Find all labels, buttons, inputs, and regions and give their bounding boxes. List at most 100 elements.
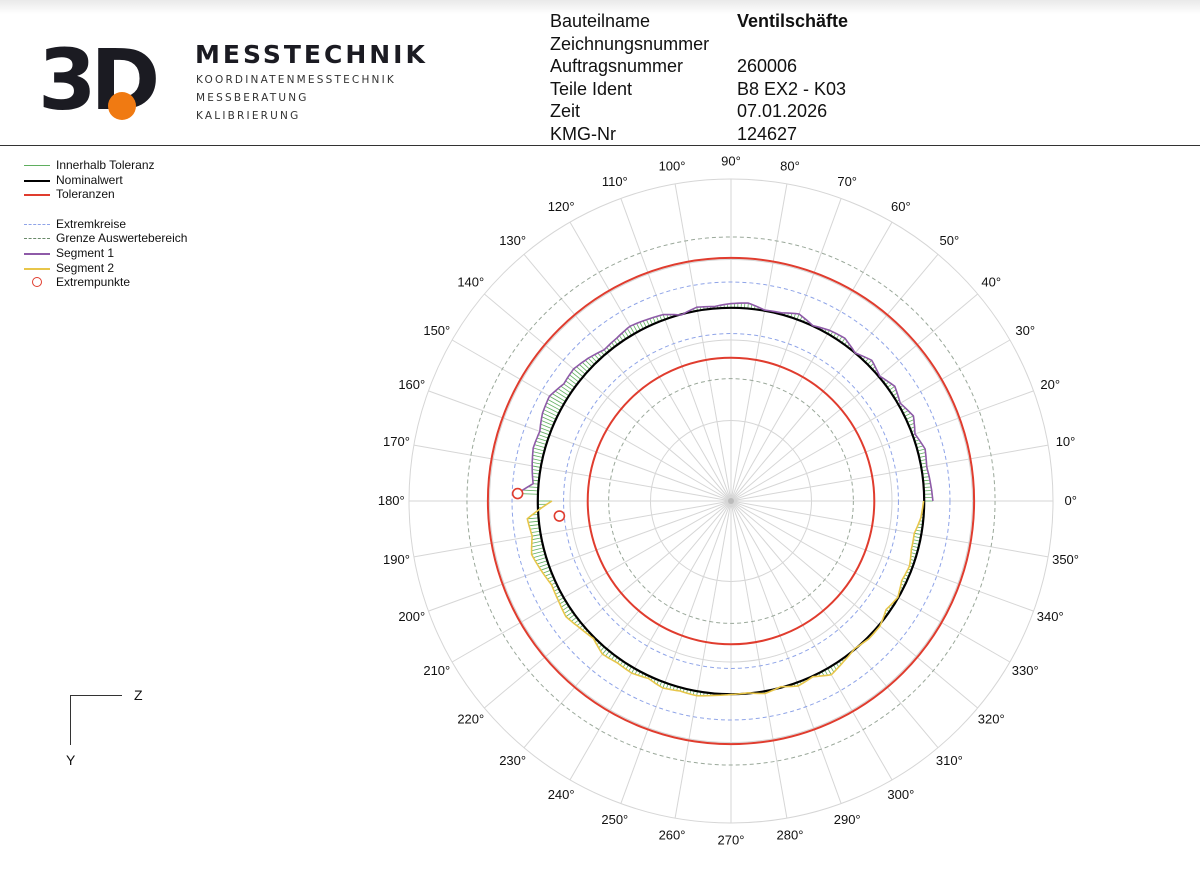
info-label: Zeit [550, 101, 581, 122]
deviation-hatch-line [629, 325, 635, 334]
angle-label: 160° [398, 377, 425, 392]
legend-label: Innerhalb Toleranz [56, 158, 155, 172]
extreme-point-marker [553, 510, 566, 522]
deviation-hatch-line [639, 321, 644, 330]
deviation-hatch-line [912, 542, 920, 545]
deviation-hatch-line [602, 648, 608, 655]
logo-orange-dot [108, 92, 136, 120]
deviation-hatch-line [533, 447, 545, 452]
angle-label: 330° [1012, 663, 1039, 678]
deviation-hatch-line [531, 550, 545, 555]
angle-label: 170° [383, 434, 410, 449]
angle-label: 190° [383, 552, 410, 567]
deviation-hatch-line [529, 524, 540, 527]
deviation-hatch-line [532, 461, 542, 465]
deviation-hatch-line [913, 539, 921, 542]
deviation-hatch-line [584, 359, 593, 368]
deviation-hatch-line [571, 616, 577, 622]
deviation-hatch-line [535, 440, 547, 445]
legend-item-nominalwert: Nominalwert [22, 173, 187, 188]
deviation-hatch-line [529, 527, 540, 530]
info-value: Ventilschäfte [737, 11, 849, 31]
deviation-hatch-line [569, 374, 580, 383]
angle-label: 60° [891, 199, 911, 214]
legend-label: Grenze Auswertebereich [56, 231, 188, 246]
deviation-hatch-line [540, 423, 553, 429]
angle-label: 0° [1064, 493, 1076, 508]
angle-label: 40° [981, 275, 1001, 290]
deviation-hatch-line [911, 545, 919, 549]
logo-brand: MESSTECHNIK [195, 40, 428, 69]
deviation-hatch-line [531, 540, 543, 544]
deviation-hatch-line [642, 320, 647, 328]
coordinate-axes-indicator: Z Y [66, 687, 160, 770]
deviation-hatch-line [543, 409, 558, 417]
deviation-hatch-line [907, 419, 915, 423]
info-value: 124627 [737, 123, 798, 144]
deviation-hatch-line [541, 420, 554, 426]
info-row: Zeit 07.01.2026 [550, 100, 1050, 123]
legend-label: Extremkreise [56, 216, 127, 231]
angle-label: 100° [659, 158, 686, 173]
angle-label: 300° [887, 787, 914, 802]
deviation-hatch-line [532, 534, 541, 537]
info-row: Teile Ident B8 EX2 - K03 [550, 78, 1050, 101]
axis-line-z [70, 695, 122, 696]
deviation-hatch-line [538, 563, 549, 568]
angle-label: 90° [721, 153, 741, 168]
angle-label: 350° [1052, 552, 1079, 567]
deviation-hatch-line [923, 483, 931, 485]
info-row: Zeichnungsnummer [550, 33, 1050, 56]
angle-label: 240° [548, 787, 575, 802]
deviation-hatch-line [626, 328, 632, 336]
polar-grid-ring [569, 339, 893, 663]
legend-swatch [24, 238, 50, 240]
angle-label: 340° [1037, 609, 1064, 624]
tolerance-circle [486, 256, 976, 746]
legend-item-extremkreise: Extremkreise [22, 217, 187, 232]
deviation-hatch-line [532, 458, 543, 462]
deviation-hatch-line [542, 569, 551, 574]
polar-grid-ring [408, 178, 1054, 824]
polar-grid-ring [650, 420, 812, 582]
legend-label: Segment 2 [56, 260, 115, 275]
deviation-hatch-line [565, 611, 573, 617]
legend-swatch [24, 165, 50, 166]
angle-label: 80° [780, 158, 800, 173]
angle-label: 10° [1056, 434, 1076, 449]
deviation-hatch-line [582, 362, 590, 370]
polar-center [728, 498, 734, 504]
evaluation-limit-circle [466, 236, 996, 766]
deviation-hatch-line [919, 455, 926, 458]
segment-2-profile [526, 500, 925, 697]
info-value: 07.01.2026 [737, 101, 828, 122]
info-row: Bauteilname Ventilschäfte [550, 10, 1050, 33]
polar-grid-ring [489, 259, 973, 743]
info-row: Auftragsnummer 260006 [550, 55, 1050, 78]
legend-item-toleranzen: Toleranzen [22, 187, 187, 202]
deviation-hatch-line [916, 445, 924, 449]
deviation-hatch-line [538, 434, 549, 439]
extreme-circle [511, 281, 951, 721]
angle-label: 70° [837, 174, 857, 189]
deviation-hatch-line [522, 489, 539, 492]
deviation-hatch-line [527, 486, 539, 488]
deviation-hatch-line [594, 354, 600, 360]
legend-label: Nominalwert [56, 172, 123, 187]
deviation-hatch-line [528, 520, 539, 523]
angle-label: 20° [1040, 377, 1060, 392]
deviation-hatch-line [532, 465, 541, 468]
deviation-hatch-line [552, 393, 566, 402]
extreme-circle [563, 333, 899, 669]
angle-label: 180° [378, 493, 405, 508]
deviation-hatch-line [579, 364, 588, 373]
deviation-hatch-line [527, 517, 539, 520]
deviation-hatch-line [904, 412, 912, 417]
deviation-hatch-line [917, 448, 926, 452]
deviation-hatch-line [557, 388, 570, 397]
deviation-hatch-line [913, 536, 921, 539]
deviation-hatch-line [532, 472, 540, 475]
info-label: KMG-Nr [550, 123, 616, 144]
logo-tagline-3: KALIBRIERUNG [196, 110, 301, 122]
logo-mark: 3D [38, 31, 160, 129]
